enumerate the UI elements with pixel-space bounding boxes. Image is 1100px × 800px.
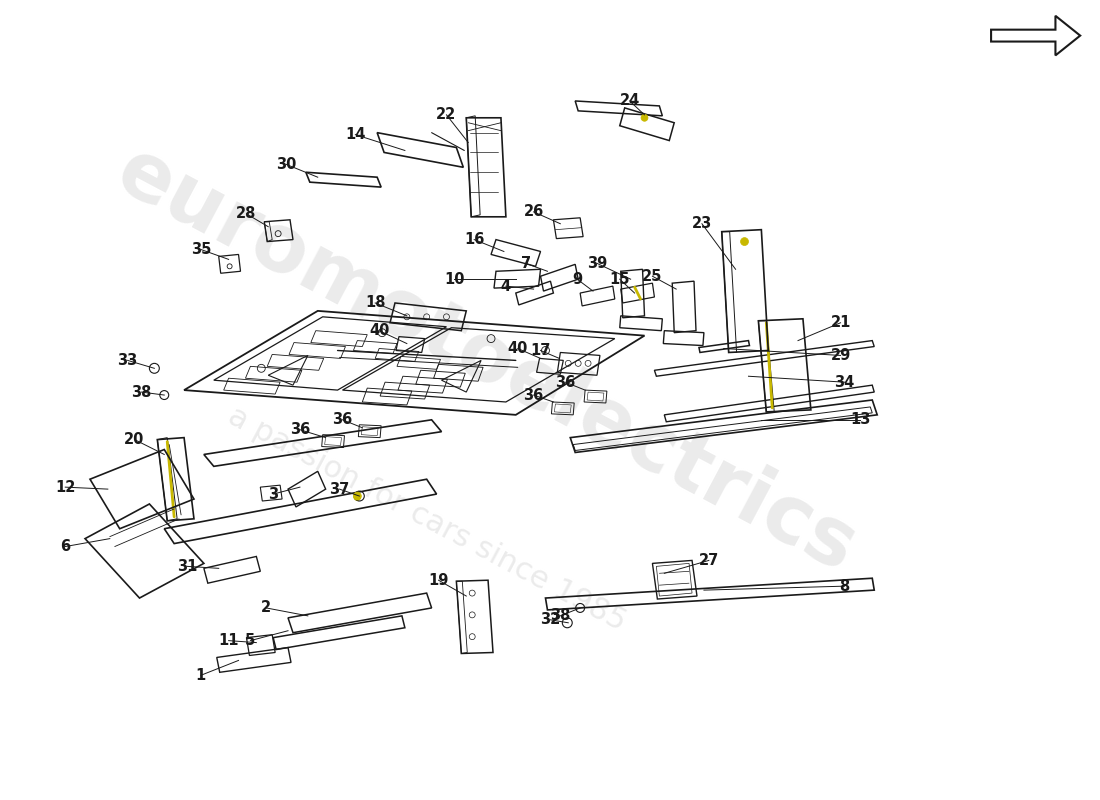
Text: 11: 11 <box>219 633 239 648</box>
Text: 34: 34 <box>835 374 855 390</box>
Text: 28: 28 <box>236 206 256 222</box>
Text: 21: 21 <box>830 315 850 330</box>
Circle shape <box>641 114 648 122</box>
Text: 3: 3 <box>268 486 278 502</box>
Text: 13: 13 <box>850 412 870 427</box>
Text: 10: 10 <box>444 272 464 286</box>
Text: a passion for cars since 1985: a passion for cars since 1985 <box>222 402 630 637</box>
Text: 26: 26 <box>524 204 543 219</box>
Text: 38: 38 <box>131 385 152 399</box>
Text: 18: 18 <box>365 295 385 310</box>
Text: 22: 22 <box>437 107 456 122</box>
Text: 38: 38 <box>550 608 571 623</box>
Text: 27: 27 <box>698 553 719 568</box>
Text: 37: 37 <box>329 482 350 497</box>
Text: 36: 36 <box>556 374 575 390</box>
Text: 32: 32 <box>540 612 561 627</box>
Text: 2: 2 <box>261 601 272 615</box>
Circle shape <box>353 492 361 500</box>
Text: 40: 40 <box>368 323 389 338</box>
Text: 36: 36 <box>289 422 310 438</box>
Circle shape <box>354 494 361 501</box>
Text: 8: 8 <box>839 578 849 594</box>
Text: 9: 9 <box>572 272 582 286</box>
Text: 31: 31 <box>177 559 197 574</box>
Text: 23: 23 <box>692 216 712 231</box>
Text: 39: 39 <box>587 256 607 271</box>
Text: 20: 20 <box>124 432 145 447</box>
Text: euromotoelectrics: euromotoelectrics <box>103 132 869 589</box>
Text: 30: 30 <box>276 157 296 172</box>
Text: 24: 24 <box>619 94 640 109</box>
Text: 4: 4 <box>500 278 510 294</box>
Text: 16: 16 <box>464 232 484 247</box>
Text: 6: 6 <box>60 539 70 554</box>
Text: 36: 36 <box>332 412 353 427</box>
Text: 5: 5 <box>245 633 255 648</box>
Circle shape <box>740 238 748 246</box>
Text: 25: 25 <box>642 269 662 284</box>
Text: 17: 17 <box>530 343 551 358</box>
Text: 29: 29 <box>830 348 850 363</box>
Text: 14: 14 <box>345 127 365 142</box>
Text: 40: 40 <box>507 341 528 356</box>
Text: 15: 15 <box>609 272 630 286</box>
Text: 36: 36 <box>524 387 543 402</box>
Text: 35: 35 <box>190 242 211 257</box>
Text: 33: 33 <box>118 353 138 368</box>
Text: 1: 1 <box>196 668 206 682</box>
Text: 19: 19 <box>428 573 449 588</box>
Text: 7: 7 <box>520 256 530 271</box>
Text: 12: 12 <box>55 480 76 494</box>
